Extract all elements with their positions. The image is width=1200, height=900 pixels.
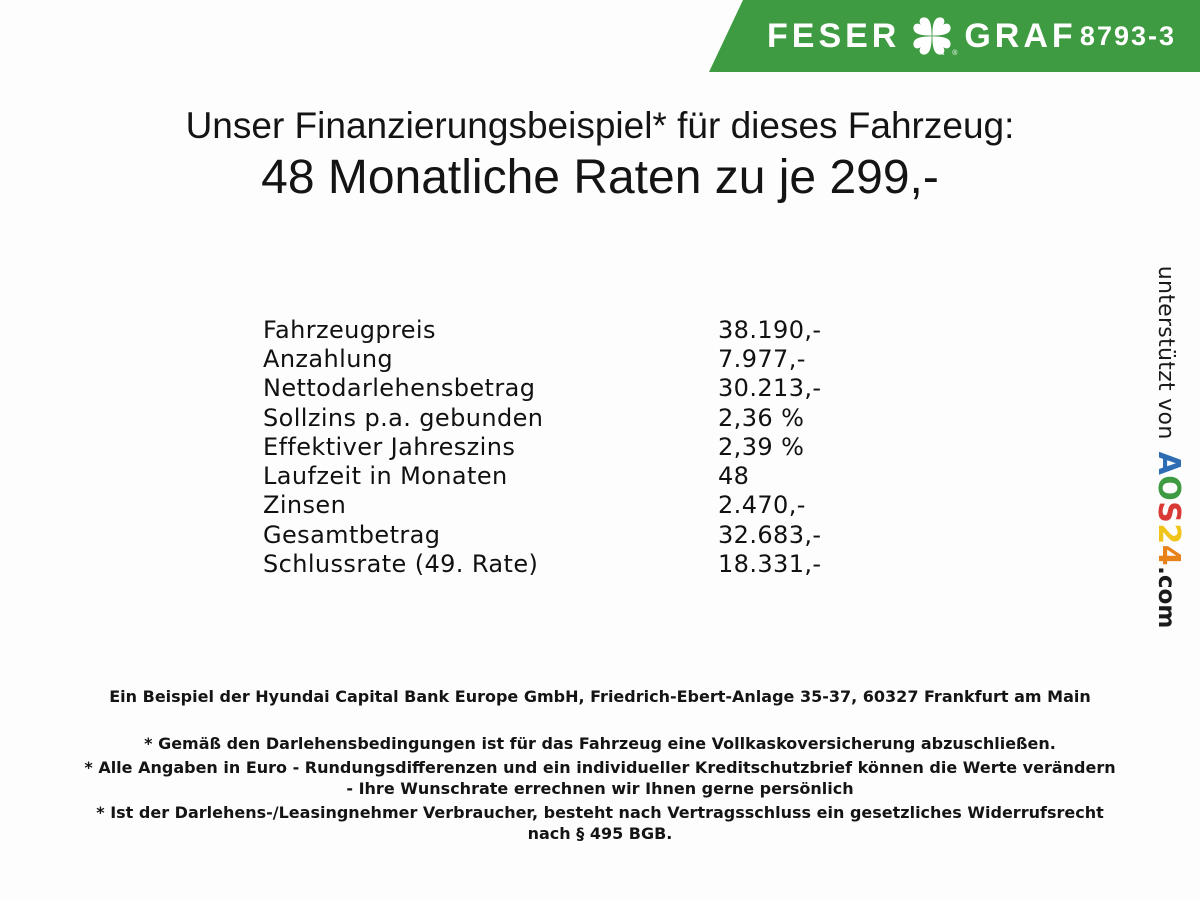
title-block: Unser Finanzierungsbeispiel* für dieses …: [0, 105, 1200, 204]
row-label: Zinsen: [263, 491, 347, 520]
clover-icon: [911, 15, 954, 57]
stock-number: 8793-3: [1079, 20, 1176, 51]
footnote-paragraph: * Alle Angaben in Euro - Rundungsdiffere…: [0, 757, 1200, 800]
table-row: Zinsen 2.470,-: [263, 491, 821, 520]
row-label: Nettodarlehensbetrag: [263, 374, 536, 403]
row-label: Anzahlung: [263, 344, 394, 373]
logo-letter: 2: [1151, 523, 1186, 545]
footnote-paragraph: * Ist der Darlehens-/Leasingnehmer Verbr…: [0, 802, 1200, 845]
page-subtitle-rate: 48 Monatliche Raten zu je 299,-: [261, 150, 939, 204]
footnote-line: * Alle Angaben in Euro - Rundungsdiffere…: [84, 757, 1116, 777]
footnote-line: * Ist der Darlehens-/Leasingnehmer Verbr…: [96, 802, 1104, 822]
brand-logo: FESER ® GRAF: [767, 13, 1077, 59]
brand-name-first: FESER: [767, 17, 901, 55]
row-label: Laufzeit in Monaten: [263, 462, 508, 491]
row-label: Effektiver Jahreszins: [263, 432, 516, 461]
row-value: 30.213,-: [718, 374, 822, 403]
row-value: 38.190,-: [718, 315, 822, 344]
table-row: Sollzins p.a. gebunden 2,36 %: [263, 403, 821, 432]
brand-name-second: GRAF: [964, 17, 1077, 55]
footnote-line: nach § 495 BGB.: [527, 824, 673, 843]
brand-banner: FESER ® GRAF 8793-3: [709, 0, 1200, 72]
supported-by-label: unterstützt von: [1153, 265, 1178, 440]
row-value: 2,39 %: [718, 432, 805, 461]
row-value: 7.977,-: [718, 344, 806, 373]
footnotes: * Gemäß den Darlehensbedingungen ist für…: [0, 733, 1200, 847]
row-label: Schlussrate (49. Rate): [263, 550, 539, 579]
row-label: Sollzins p.a. gebunden: [263, 403, 544, 432]
row-value: 18.331,-: [718, 550, 822, 579]
finance-table: Fahrzeugpreis 38.190,- Anzahlung 7.977,-…: [263, 315, 821, 579]
table-row: Effektiver Jahreszins 2,39 %: [263, 432, 821, 461]
row-value: 2.470,-: [718, 491, 806, 520]
footnote-line: * Gemäß den Darlehensbedingungen ist für…: [144, 734, 1056, 753]
bank-example-line: Ein Beispiel der Hyundai Capital Bank Eu…: [109, 687, 1091, 706]
aos24-domain-suffix: .com: [1153, 566, 1179, 629]
logo-letter: S: [1151, 501, 1186, 524]
registered-trademark-mark: ®: [952, 50, 958, 57]
row-value: 32.683,-: [718, 520, 822, 549]
table-row: Gesamtbetrag 32.683,-: [263, 520, 821, 549]
table-row: Schlussrate (49. Rate) 18.331,-: [263, 549, 821, 578]
clover-wrap: ®: [909, 13, 958, 59]
supported-by-credit: unterstützt von AOS24 .com: [1150, 266, 1186, 629]
table-row: Anzahlung 7.977,-: [263, 344, 821, 373]
table-row: Fahrzeugpreis 38.190,-: [263, 315, 821, 344]
page-title: Unser Finanzierungsbeispiel* für dieses …: [185, 105, 1015, 146]
row-label: Fahrzeugpreis: [263, 315, 436, 344]
footnote-paragraph: * Gemäß den Darlehensbedingungen ist für…: [0, 733, 1200, 755]
aos24-logo: AOS24: [1151, 452, 1186, 567]
table-row: Nettodarlehensbetrag 30.213,-: [263, 374, 821, 403]
row-value: 48: [718, 462, 750, 491]
logo-letter: 4: [1151, 544, 1186, 567]
logo-letter: A: [1151, 451, 1186, 476]
logo-letter: O: [1151, 475, 1186, 502]
row-value: 2,36 %: [718, 403, 805, 432]
table-row: Laufzeit in Monaten 48: [263, 461, 821, 490]
row-label: Gesamtbetrag: [263, 520, 441, 549]
footnote-line: - Ihre Wunschrate errechnen wir Ihnen ge…: [346, 779, 854, 798]
